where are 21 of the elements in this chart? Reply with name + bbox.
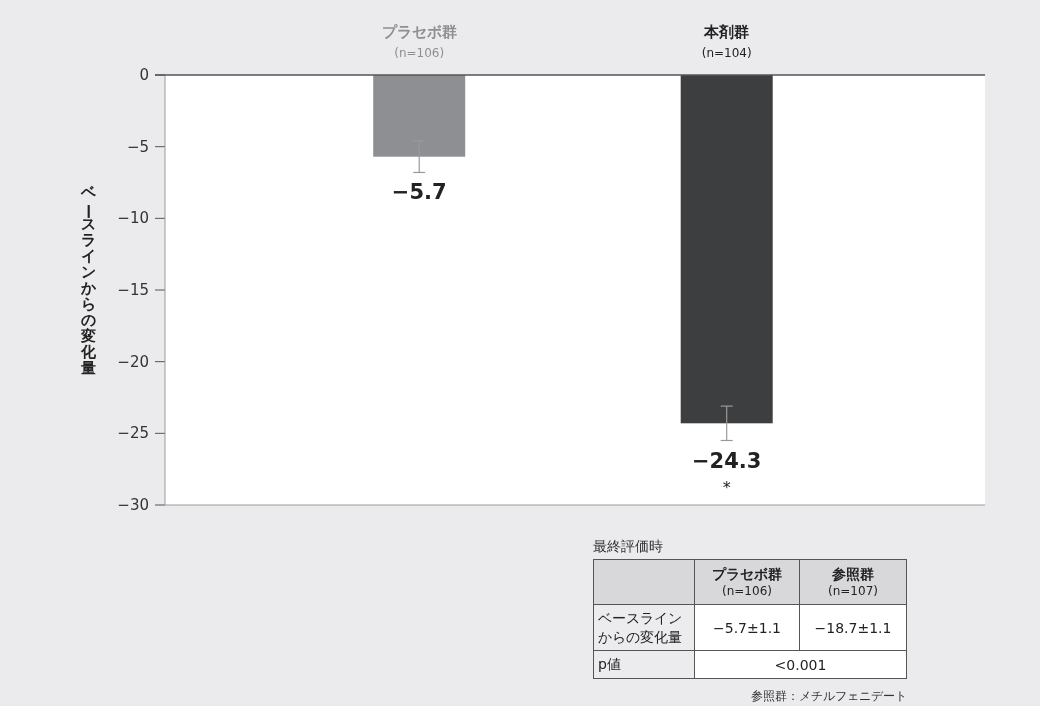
text: 参照群：メチルフェニデート — [751, 688, 907, 705]
data-label: −5.7 — [391, 180, 447, 205]
x-tick-label: 本剤群 (n=104) — [701, 23, 752, 60]
data-label: −24.3 — [691, 448, 762, 473]
text: プラセボ群 (n=106) — [711, 566, 783, 598]
text: p値 — [593, 650, 695, 679]
y-tick-label: −10 — [117, 209, 149, 228]
text: 最終評価時 — [593, 538, 663, 556]
annotation: * — [722, 477, 731, 497]
text: ベースラインからの変化量 — [593, 604, 695, 651]
text: −5.7±1.1 — [694, 604, 800, 651]
text: <0.001 — [694, 650, 907, 679]
y-tick-label: −15 — [117, 281, 149, 299]
text: ベースラインからの変化量 — [78, 183, 97, 377]
y-tick-label: −25 — [117, 424, 149, 443]
text: 参照群 (n=107) — [827, 566, 879, 598]
y-tick-label: −5 — [126, 137, 149, 156]
y-tick-label: −30 — [117, 496, 149, 514]
y-tick-label: 0 — [139, 66, 149, 84]
y-tick-label: −20 — [117, 352, 149, 371]
text: −18.7±1.1 — [799, 604, 907, 651]
